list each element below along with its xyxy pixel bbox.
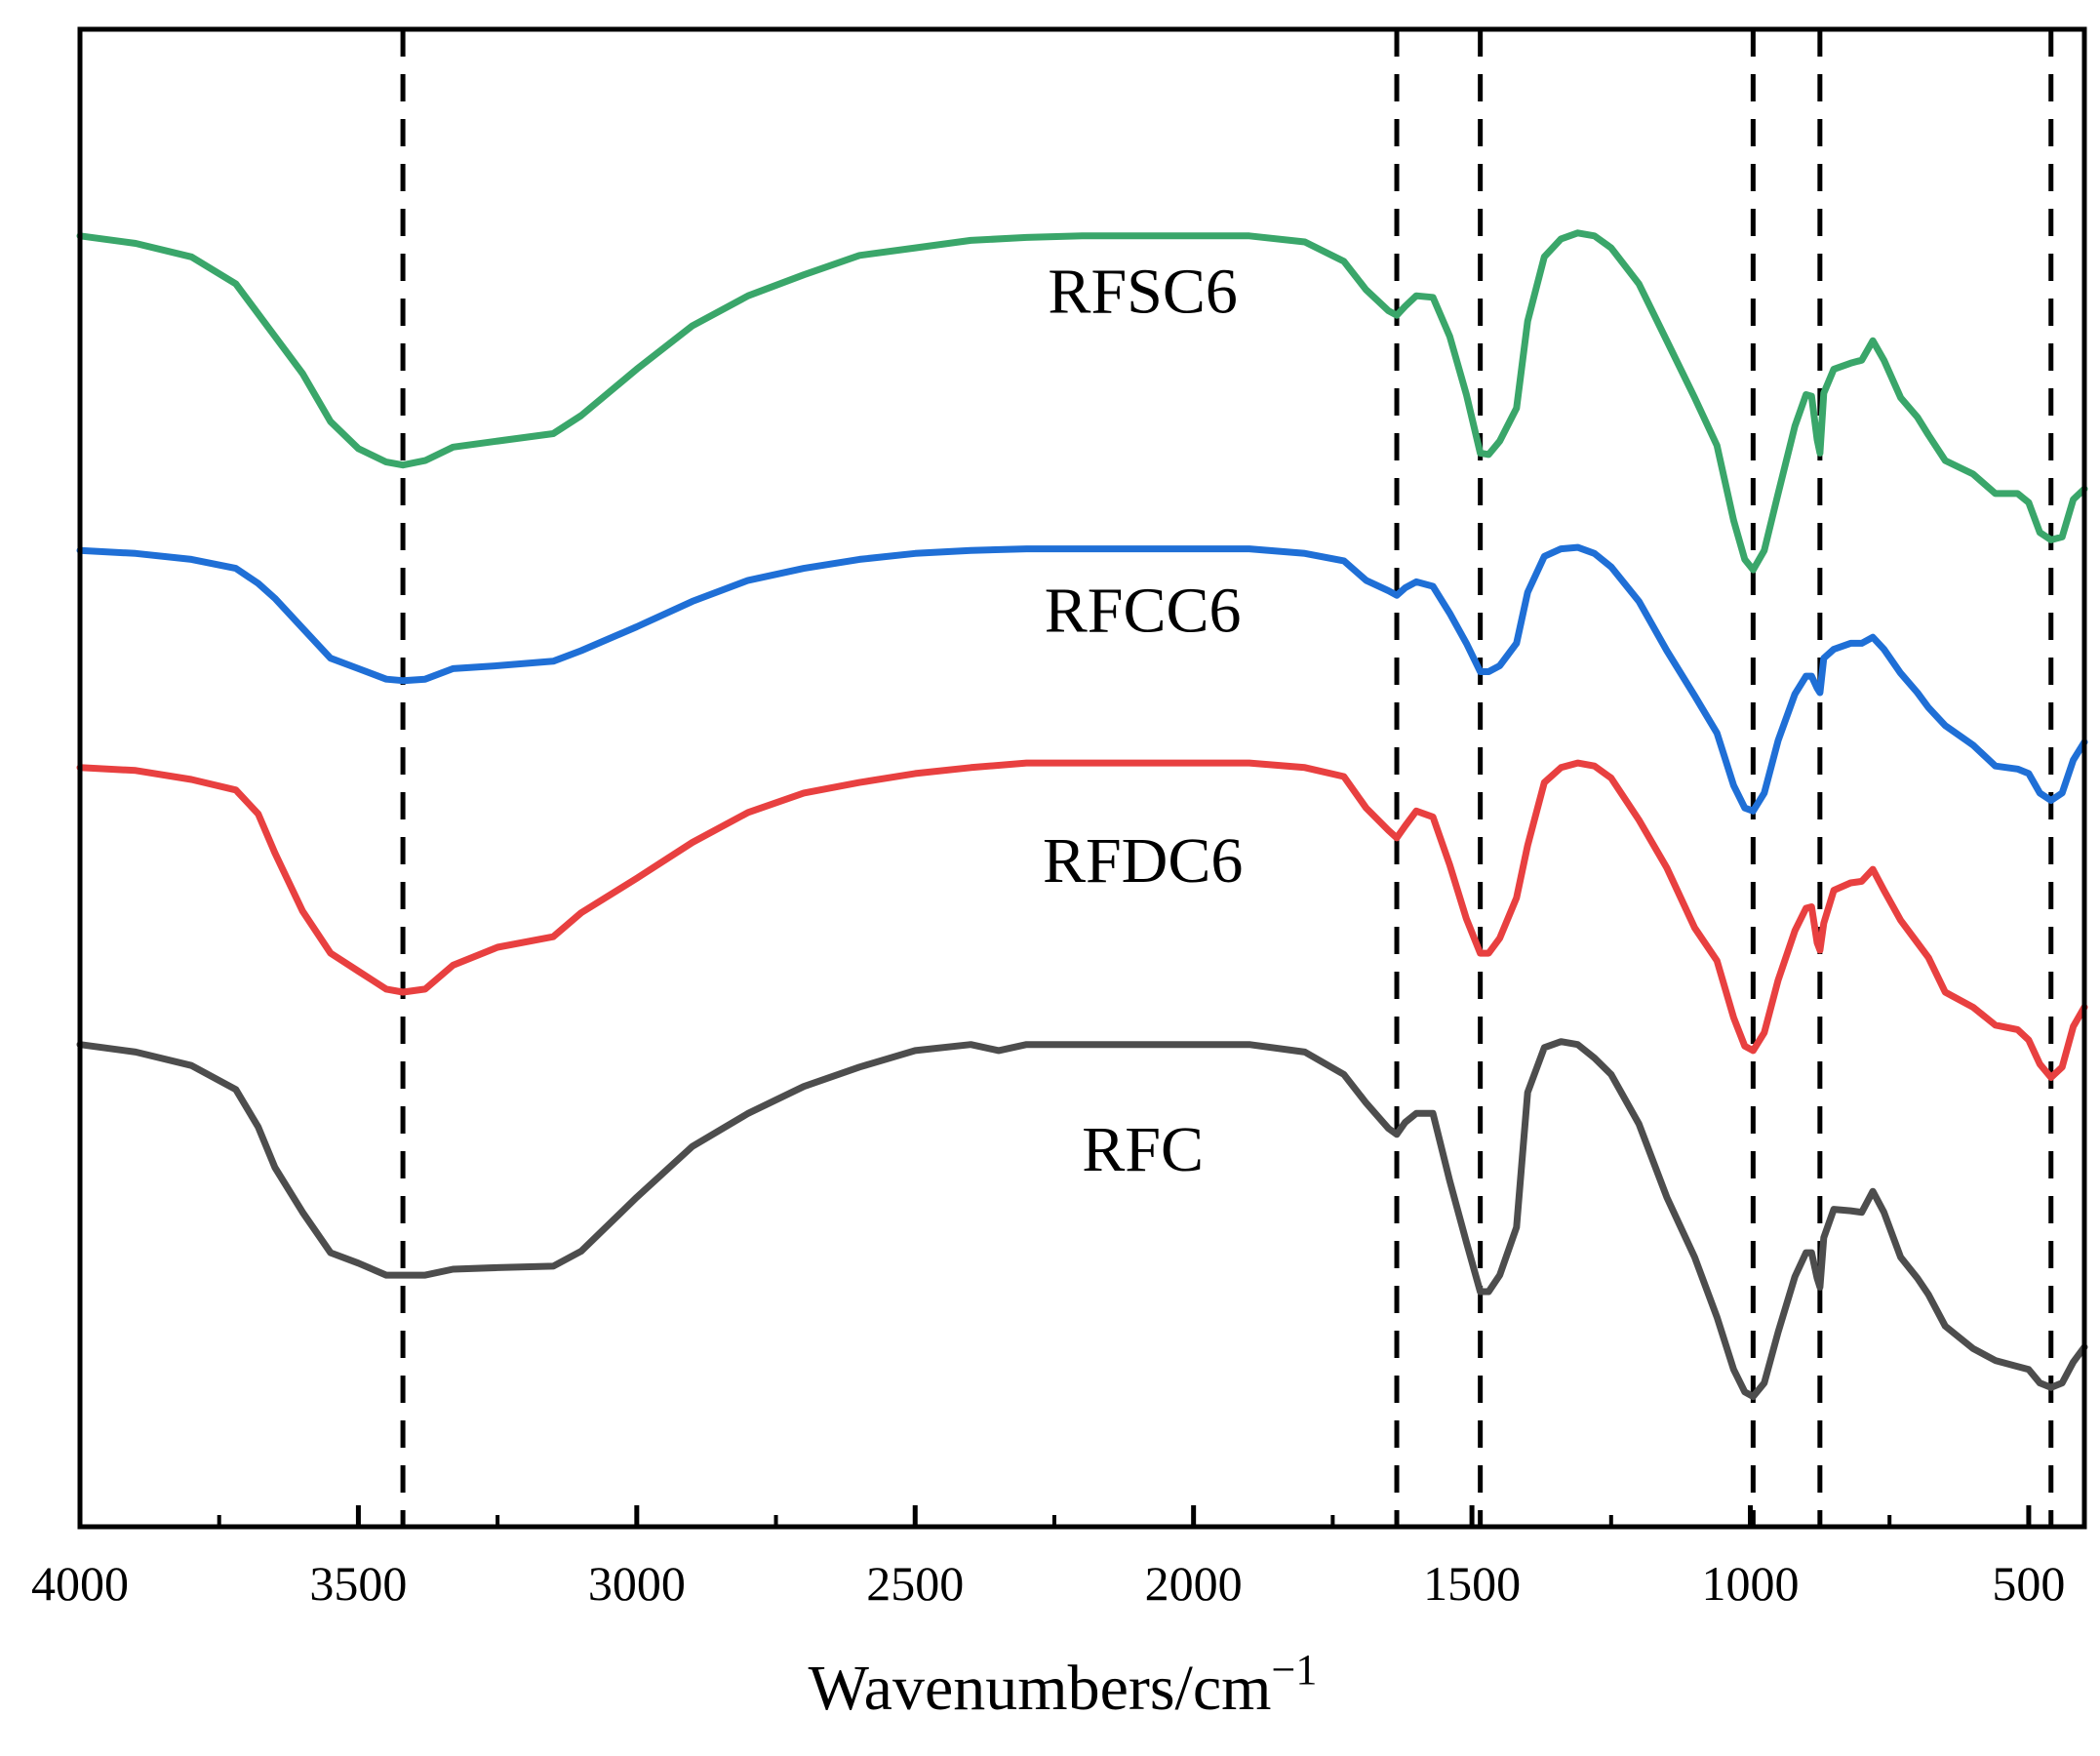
x-axis-title: Wavenumbers/cm−1 xyxy=(809,1646,1318,1724)
x-tick-label-2500: 2500 xyxy=(866,1556,964,1611)
series-label-rfcc6: RFCC6 xyxy=(1045,576,1242,647)
series-line-rfdc6 xyxy=(76,759,2088,1081)
plot-frame xyxy=(77,26,2087,1530)
series-labels: RFSC6 RFCC6 RFDC6 RFC xyxy=(1043,257,1243,1186)
x-tick-label-2000: 2000 xyxy=(1145,1556,1243,1611)
x-axis-title-superscript: −1 xyxy=(1272,1646,1318,1694)
x-tick-label-3000: 3000 xyxy=(588,1556,686,1611)
series-line-rfsc6 xyxy=(76,229,2088,574)
x-ticks xyxy=(77,1505,2032,1527)
series-line-rfcc6 xyxy=(76,543,2088,815)
x-tick-labels: 4000 3500 3000 2500 2000 1500 1000 500 xyxy=(31,1556,2065,1611)
series-group xyxy=(76,229,2088,1400)
x-tick-label-4000: 4000 xyxy=(31,1556,129,1611)
x-tick-label-1000: 1000 xyxy=(1702,1556,1800,1611)
reference-lines xyxy=(400,29,2054,1527)
x-tick-label-1500: 1500 xyxy=(1423,1556,1521,1611)
series-label-rfsc6: RFSC6 xyxy=(1048,257,1237,328)
series-line-rfc xyxy=(76,1038,2088,1400)
series-label-rfc: RFC xyxy=(1082,1114,1204,1185)
series-label-rfdc6: RFDC6 xyxy=(1043,825,1243,897)
x-tick-label-500: 500 xyxy=(1992,1556,2065,1611)
x-axis-title-text: Wavenumbers/cm xyxy=(809,1653,1272,1724)
x-tick-label-3500: 3500 xyxy=(309,1556,407,1611)
